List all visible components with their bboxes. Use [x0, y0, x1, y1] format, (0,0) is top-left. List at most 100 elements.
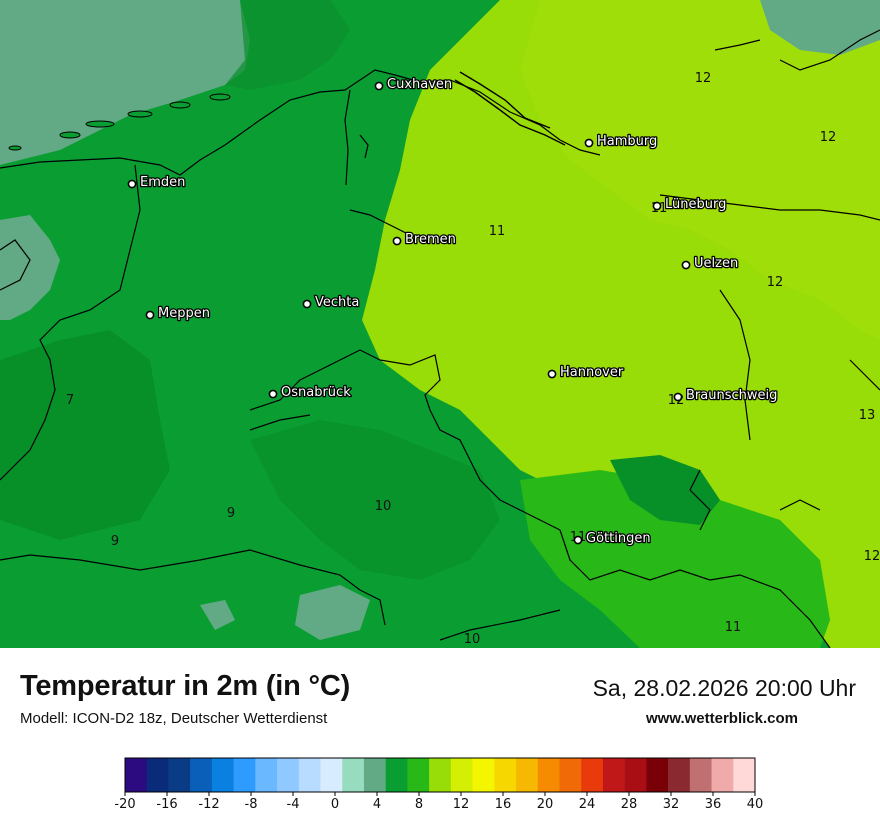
city-dot	[547, 369, 557, 379]
legend-swatch	[429, 758, 452, 792]
model-info: Modell: ICON-D2 18z, Deutscher Wetterdie…	[20, 710, 328, 727]
city-dot	[573, 535, 583, 545]
legend-tick-label: -8	[245, 797, 258, 808]
temp-zone-south-cool	[610, 455, 720, 525]
isotherm-label: 12	[820, 130, 837, 145]
city-dot	[302, 299, 312, 309]
legend-swatch	[668, 758, 691, 792]
city-meppen: Meppen	[145, 305, 211, 322]
city-dot	[127, 179, 137, 189]
city-hamburg: Hamburg	[584, 133, 659, 150]
coast-dark-zone	[225, 0, 350, 90]
legend-tick-label: 32	[663, 797, 680, 808]
city-dot	[145, 310, 155, 320]
city-gttingen: Göttingen	[573, 530, 652, 547]
legend-tick-label: 0	[331, 797, 339, 808]
city-dot	[584, 138, 594, 148]
legend-swatch	[255, 758, 278, 792]
city-osnabrck: Osnabrück	[268, 384, 352, 401]
city-lneburg: Lüneburg	[652, 196, 728, 213]
temp-zone-cool-west	[0, 330, 170, 540]
legend-swatch	[711, 758, 734, 792]
legend-swatch	[363, 758, 386, 792]
legend-swatch	[298, 758, 321, 792]
city-dot	[392, 236, 402, 246]
legend-swatch	[602, 758, 625, 792]
city-label: Braunschweig	[686, 388, 777, 403]
isotherm-label: 10	[464, 632, 481, 647]
legend-swatch	[733, 758, 756, 792]
city-bremen: Bremen	[392, 231, 457, 248]
legend-tick-label: 24	[579, 797, 596, 808]
legend-tick-label: -4	[287, 797, 300, 808]
isotherm-label: 9	[227, 506, 235, 521]
legend-swatch	[559, 758, 582, 792]
legend-swatch	[190, 758, 213, 792]
legend-swatch	[211, 758, 234, 792]
legend-swatch	[450, 758, 473, 792]
city-label: Hamburg	[597, 134, 657, 149]
legend-swatch	[385, 758, 408, 792]
legend-tick-label: 12	[453, 797, 470, 808]
legend-swatch	[407, 758, 430, 792]
isotherm-label: 12	[695, 71, 712, 86]
isotherm-label: 10	[375, 499, 392, 514]
isotherm-label: 11	[725, 620, 742, 635]
city-label: Cuxhaven	[387, 77, 452, 92]
city-dot	[374, 81, 384, 91]
legend-swatch	[689, 758, 712, 792]
city-label: Hannover	[560, 365, 624, 380]
legend-frame	[124, 757, 756, 793]
temp-zone-bright-east	[520, 0, 880, 340]
isotherm-label: 13	[859, 408, 876, 423]
legend-swatch	[472, 758, 495, 792]
legend-swatch	[537, 758, 560, 792]
city-hannover: Hannover	[547, 364, 625, 381]
temperature-map: 121211111271213109119121110 CuxhavenHamb…	[0, 0, 880, 648]
city-dot	[673, 392, 683, 402]
cool-patch-southwest	[200, 600, 235, 630]
legend-swatch	[581, 758, 604, 792]
legend-tick-label: 36	[705, 797, 722, 808]
legend-tick-label: 20	[537, 797, 554, 808]
isotherm-label: 9	[111, 534, 119, 549]
city-markers: Cuxhaven Hamburg Emden Lüneburg Bremen Uelzen…	[127, 76, 779, 547]
legend-swatch	[146, 758, 169, 792]
city-label: Uelzen	[694, 256, 738, 271]
city-braunschweig: Braunschweig	[673, 387, 779, 404]
legend-swatch	[320, 758, 343, 792]
legend-tick-label: -12	[198, 797, 219, 808]
city-cuxhaven: Cuxhaven	[374, 76, 453, 93]
elbe-estuary	[454, 71, 566, 146]
city-label: Vechta	[315, 295, 359, 310]
legend-tick-label: 16	[495, 797, 512, 808]
city-label: Emden	[140, 175, 185, 190]
city-dot	[652, 201, 662, 211]
city-label: Meppen	[158, 306, 210, 321]
isotherm-label: 11	[489, 224, 506, 239]
isotherm-label: 12	[864, 549, 880, 564]
city-label: Göttingen	[586, 531, 651, 546]
city-uelzen: Uelzen	[681, 255, 739, 272]
color-legend: -20 -16 -12 -8 -4 0 4 8 12 16 20 24 28 32 36 40	[114, 757, 764, 808]
legend-tick-label: 40	[747, 797, 764, 808]
sea-north-sea	[0, 0, 250, 165]
east-frisian-islands	[8, 93, 231, 151]
temp-zone-cool-southwest	[250, 420, 500, 580]
legend-swatch	[125, 758, 148, 792]
temp-zone-south-patch	[520, 470, 830, 648]
legend-tick-label: 28	[621, 797, 638, 808]
legend-swatch	[277, 758, 300, 792]
city-emden: Emden	[127, 174, 187, 191]
legend-swatch	[342, 758, 365, 792]
sea-dutch-coast	[0, 215, 60, 320]
cool-patch-south	[295, 585, 370, 640]
legend-tick-label: -20	[114, 797, 135, 808]
legend-tick-label: 4	[373, 797, 381, 808]
footer: Temperatur in 2m (in °C) Modell: ICON-D2…	[0, 648, 880, 830]
city-dot	[681, 260, 691, 270]
borders	[0, 29, 880, 648]
isotherm-label: 12	[767, 275, 784, 290]
legend-swatch	[233, 758, 256, 792]
website-link[interactable]: www.wetterblick.com	[646, 710, 798, 727]
